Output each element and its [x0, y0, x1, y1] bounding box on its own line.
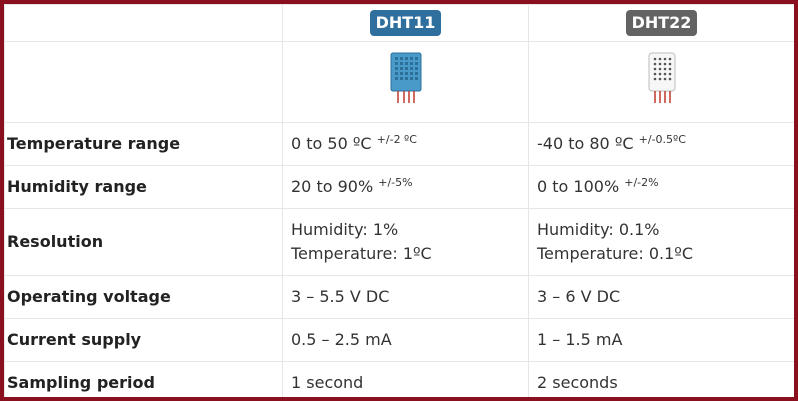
table-row: Temperature range 0 to 50 ºC +/-2 ºC -40…	[4, 122, 794, 166]
value-line: Temperature: 1ºC	[291, 244, 432, 263]
header-row: DHT11 DHT22	[4, 4, 794, 42]
value: 0 to 100%	[537, 177, 620, 196]
dht11-badge: DHT11	[369, 10, 442, 36]
dht22-cell: 1 – 1.5 mA	[528, 318, 794, 362]
table-row: Humidity range 20 to 90% +/-5% 0 to 100%…	[4, 165, 794, 209]
dht11-sensor-icon	[390, 52, 421, 103]
table-row: Sampling period 1 second 2 seconds	[4, 361, 794, 397]
dht22-cell: Humidity: 0.1% Temperature: 0.1ºC	[528, 208, 794, 276]
image-row	[4, 41, 794, 123]
dht22-cell: 2 seconds	[528, 361, 794, 397]
row-label: Operating voltage	[4, 275, 283, 319]
row-label: Temperature range	[4, 122, 283, 166]
value-line: Temperature: 0.1ºC	[537, 244, 693, 263]
dht11-cell: 0 to 50 ºC +/-2 ºC	[282, 122, 529, 166]
value: 20 to 90%	[291, 177, 374, 196]
row-label: Humidity range	[4, 165, 283, 209]
table-row: Current supply 0.5 – 2.5 mA 1 – 1.5 mA	[4, 318, 794, 362]
table-row: Operating voltage 3 – 5.5 V DC 3 – 6 V D…	[4, 275, 794, 319]
value-line: Humidity: 0.1%	[537, 220, 660, 239]
tolerance: +/-2 ºC	[376, 133, 417, 146]
row-label: Sampling period	[4, 361, 283, 397]
dht22-header-cell: DHT22	[528, 4, 794, 42]
tolerance: +/-2%	[624, 176, 659, 189]
dht22-cell: 0 to 100% +/-2%	[528, 165, 794, 209]
dht22-badge: DHT22	[625, 10, 698, 36]
dht11-cell: 0.5 – 2.5 mA	[282, 318, 529, 362]
value: -40 to 80 ºC	[537, 134, 634, 153]
dht22-image-cell	[528, 41, 794, 123]
dht22-cell: -40 to 80 ºC +/-0.5ºC	[528, 122, 794, 166]
image-empty-cell	[4, 41, 283, 123]
dht22-sensor-icon	[648, 52, 675, 103]
value-line: Humidity: 1%	[291, 220, 399, 239]
dht11-cell: 1 second	[282, 361, 529, 397]
dht11-cell: 20 to 90% +/-5%	[282, 165, 529, 209]
value: 0 to 50 ºC	[291, 134, 372, 153]
header-empty-cell	[4, 4, 283, 42]
dht11-header-cell: DHT11	[282, 4, 529, 42]
dht11-image-cell	[282, 41, 529, 123]
dht11-cell: 3 – 5.5 V DC	[282, 275, 529, 319]
comparison-table: DHT11 DHT22	[4, 4, 794, 397]
dht22-cell: 3 – 6 V DC	[528, 275, 794, 319]
row-label: Current supply	[4, 318, 283, 362]
table-row: Resolution Humidity: 1% Temperature: 1ºC…	[4, 208, 794, 276]
row-label: Resolution	[4, 208, 283, 276]
tolerance: +/-5%	[378, 176, 413, 189]
dht11-cell: Humidity: 1% Temperature: 1ºC	[282, 208, 529, 276]
tolerance: +/-0.5ºC	[638, 133, 686, 146]
